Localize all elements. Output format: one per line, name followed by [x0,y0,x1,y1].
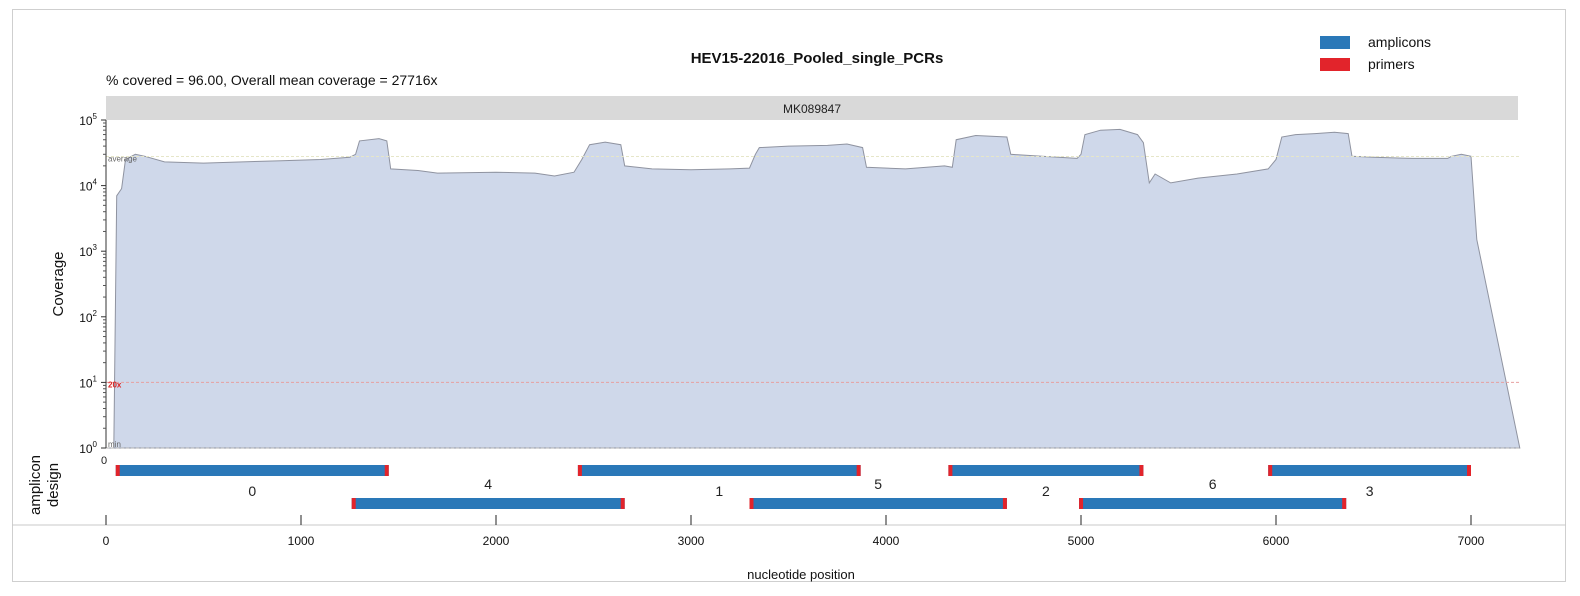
lower-panel-label-line1: amplicon [27,455,44,515]
amplicon-label-1: 1 [715,483,723,499]
amplicon-bar-0 [115,465,389,476]
figure-frame [12,9,1566,582]
y-axis-label: Coverage [50,251,67,316]
coverage-area-0 [106,128,1521,449]
amplicon-bar-4 [351,498,625,509]
legend-label-1: primers [1368,56,1415,72]
x-tick-label-6: 6000 [1263,534,1290,548]
x-tick-label-7: 7000 [1458,534,1485,548]
x-tick-label-4: 4000 [873,534,900,548]
amplicon-bar-6 [1079,498,1347,509]
amplicon-primer-rev-0 [384,465,389,476]
reference-strip [106,96,1518,120]
y-tick-label-5: 105 [79,112,97,128]
x-tick-label-0: 0 [103,534,110,548]
amplicon-primer-rev-1 [856,465,861,476]
x-tick-label-5: 5000 [1068,534,1095,548]
x-tick-label-2: 2000 [483,534,510,548]
amplicon-primer-fwd-5 [749,498,754,509]
reference-name: MK089847 [783,102,841,116]
amplicon-primer-rev-5 [1002,498,1007,509]
amplicon-primer-rev-4 [620,498,625,509]
lower-panel-label-line2: design [45,463,62,507]
amplicon-bar-3 [1268,465,1471,476]
y-tick-label-2: 102 [79,309,97,325]
amplicon-primer-rev-6 [1342,498,1347,509]
chart-title: HEV15-22016_Pooled_single_PCRs [691,50,944,67]
y-tick-label-3: 103 [79,243,97,259]
amplicon-label-0: 0 [248,483,256,499]
chart-subtitle: % covered = 96.00, Overall mean coverage… [106,72,438,88]
reference-line-label-1: 20x [108,380,122,389]
x-tick-label-3: 3000 [678,534,705,548]
amplicon-primer-fwd-2 [948,465,953,476]
amplicon-primer-fwd-1 [577,465,582,476]
amplicon-label-2: 2 [1042,483,1050,499]
reference-line-label-0: average [108,155,137,164]
amplicon-row-index: 0 [101,455,107,467]
legend-swatch-0 [1320,36,1350,49]
amplicon-label-5: 5 [874,476,882,492]
amplicon-primer-rev-2 [1139,465,1144,476]
amplicon-label-3: 3 [1366,483,1374,499]
amplicon-primer-rev-3 [1467,465,1471,476]
y-tick-label-4: 104 [79,178,97,194]
legend-swatch-1 [1320,58,1350,71]
amplicon-primer-fwd-6 [1079,498,1084,509]
legend-label-0: amplicons [1368,34,1431,50]
amplicon-primer-fwd-0 [115,465,120,476]
amplicon-primer-fwd-3 [1268,465,1273,476]
amplicon-bar-2 [948,465,1144,476]
amplicon-label-6: 6 [1209,476,1217,492]
y-tick-label-0: 100 [79,440,97,456]
y-tick-label-1: 101 [79,374,97,390]
x-axis-label: nucleotide position [747,567,855,582]
x-tick-label-1: 1000 [288,534,315,548]
amplicon-label-4: 4 [484,476,492,492]
amplicon-bar-5 [749,498,1007,509]
amplicon-bar-1 [577,465,861,476]
reference-line-label-2: min [108,440,121,449]
amplicon-primer-fwd-4 [351,498,356,509]
